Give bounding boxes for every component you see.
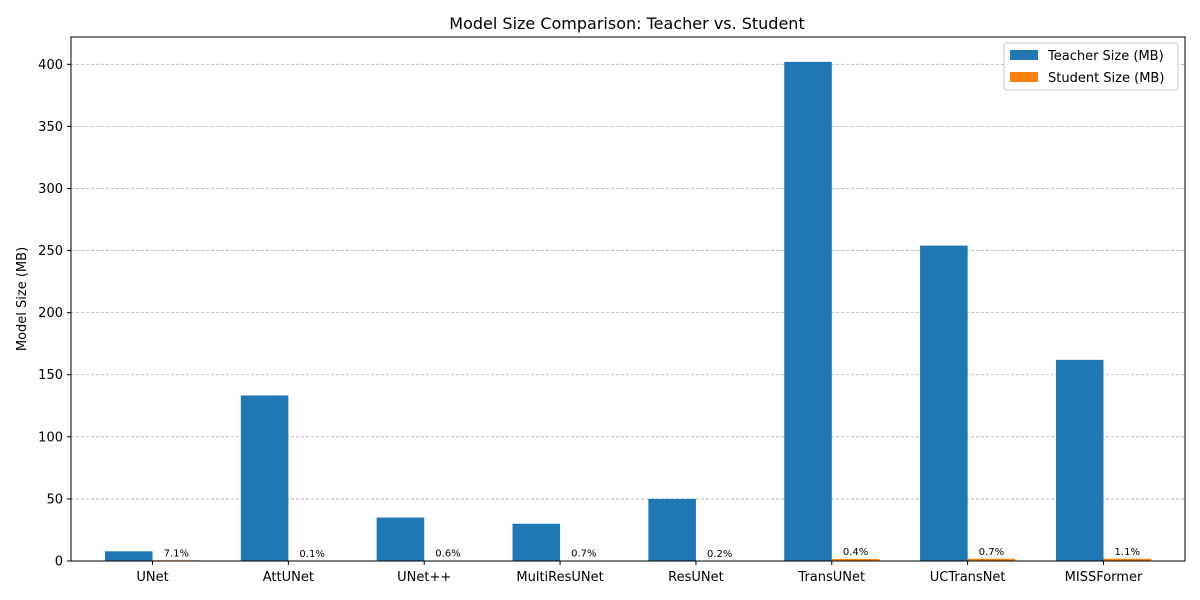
x-axis: UNet AttUNet UNet++ MultiResUNet ResUNet Tran… [136,561,1143,585]
y-tick-label: 250 [38,244,63,259]
legend-label-student: Student Size (MB) [1048,71,1164,86]
chart-title: Model Size Comparison: Teacher vs. Stude… [449,14,804,33]
teacher-bar [920,245,968,561]
teacher-bar [376,517,425,561]
y-axis: 0 50 100 150 200 250 300 350 400 [38,58,71,570]
student-bar [831,559,880,561]
x-tick-label: MISSFormer [1065,570,1143,585]
x-tick-label: MultiResUNet [516,570,603,585]
ratio-label: 0.7% [979,547,1004,558]
y-tick-label: 300 [38,182,63,197]
bar-annotations: 7.1% 0.1% 0.6% 0.7% 0.2% 0.4% 0.7% 1.1% [164,547,1140,560]
x-tick-label: UNet [136,570,168,585]
ratio-label: 0.7% [571,549,596,560]
teacher-bar [1055,359,1104,561]
teacher-bar [784,61,832,562]
teacher-bar [240,395,289,561]
teacher-bar [512,523,561,561]
ratio-label: 7.1% [164,548,189,559]
y-axis-label: Model Size (MB) [15,247,30,351]
y-tick-label: 50 [46,492,63,507]
bars [104,61,1152,562]
legend-frame [1003,42,1179,91]
ratio-label: 0.1% [299,549,324,560]
ratio-label: 0.6% [435,549,460,560]
y-tick-label: 350 [38,120,63,135]
ratio-label: 1.1% [1115,547,1140,558]
y-tick-label: 400 [38,58,63,73]
y-tick-label: 150 [38,368,63,383]
student-bar [1103,558,1152,561]
legend: Teacher Size (MB) Student Size (MB) [1003,42,1179,91]
legend-label-teacher: Teacher Size (MB) [1047,49,1164,64]
legend-swatch-teacher [1010,50,1038,60]
y-tick-label: 100 [38,430,63,445]
ratio-label: 0.4% [843,547,868,558]
x-tick-label: ResUNet [668,570,724,585]
x-tick-label: AttUNet [263,570,314,585]
grid-lines [71,63,1185,500]
student-bar [967,558,1016,561]
x-tick-label: UCTransNet [930,570,1006,585]
teacher-bar [104,551,153,561]
y-tick-label: 0 [55,555,63,570]
ratio-label: 0.2% [707,549,732,560]
legend-swatch-student [1010,72,1038,82]
x-tick-label: UNet++ [397,570,451,585]
y-tick-label: 200 [38,306,63,321]
x-tick-label: TransUNet [797,570,865,585]
plot-frame [70,36,1186,562]
teacher-bar [648,498,696,561]
